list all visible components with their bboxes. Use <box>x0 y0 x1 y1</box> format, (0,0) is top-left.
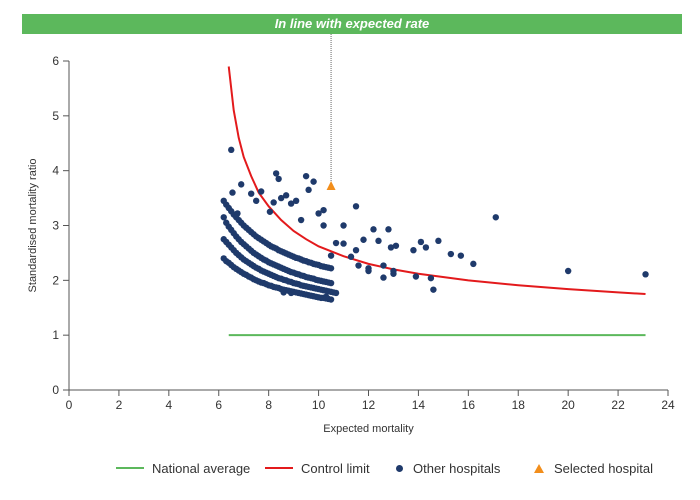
other-hospital-point[interactable] <box>275 175 282 183</box>
other-hospital-point[interactable] <box>327 265 335 272</box>
selected-layer <box>326 181 336 191</box>
other-hospital-point[interactable] <box>315 210 322 217</box>
y-tick-label: 4 <box>52 164 59 178</box>
other-hospital-point[interactable] <box>385 226 392 233</box>
other-hospital-point[interactable] <box>332 289 340 297</box>
legend-label-control-limit: Control limit <box>301 460 370 476</box>
other-hospital-point[interactable] <box>340 240 347 247</box>
other-hospital-point[interactable] <box>410 246 417 254</box>
other-hospital-point[interactable] <box>332 239 340 247</box>
other-hospital-point[interactable] <box>305 186 312 194</box>
legend-item-other-hospitals[interactable]: Other hospitals <box>396 458 500 478</box>
x-tick-label: 12 <box>362 398 376 412</box>
other-hospital-point[interactable] <box>266 208 274 215</box>
other-hospital-point[interactable] <box>642 271 649 278</box>
legend-item-selected-hospital[interactable]: Selected hospital <box>534 458 653 478</box>
selected-hospital-swatch <box>534 463 544 473</box>
other-hospital-point[interactable] <box>352 246 360 254</box>
other-hospital-point[interactable] <box>352 203 360 210</box>
national-average-swatch <box>116 467 144 469</box>
other-hospital-point[interactable] <box>365 265 372 272</box>
other-hospital-point[interactable] <box>302 172 310 180</box>
y-tick-label: 5 <box>52 109 59 123</box>
other-hospital-point[interactable] <box>360 236 367 243</box>
other-hospital-point[interactable] <box>417 238 425 246</box>
x-tick-label: 8 <box>265 398 272 412</box>
other-hospital-point[interactable] <box>327 252 335 259</box>
other-hospital-point[interactable] <box>277 194 285 202</box>
selected-hospital-point[interactable] <box>326 181 336 191</box>
other-hospital-point[interactable] <box>327 296 335 303</box>
other-hospital-point[interactable] <box>247 190 255 197</box>
other-hospital-point[interactable] <box>457 252 465 259</box>
other-hospital-point[interactable] <box>392 242 400 249</box>
other-hospital-point[interactable] <box>370 226 377 233</box>
other-hospital-point[interactable] <box>412 273 420 280</box>
other-hospital-point[interactable] <box>375 237 382 245</box>
legend-label-selected-hospital: Selected hospital <box>554 460 654 476</box>
x-tick-label: 2 <box>116 398 123 412</box>
x-tick-label: 10 <box>312 398 326 412</box>
x-tick-label: 6 <box>215 398 222 412</box>
other-hospital-point[interactable] <box>292 197 300 205</box>
other-hospital-point[interactable] <box>310 178 317 185</box>
y-tick-label: 2 <box>52 273 59 287</box>
other-hospital-point[interactable] <box>447 250 455 258</box>
x-tick-label: 18 <box>512 398 526 412</box>
legend-label-national-average: National average <box>152 460 251 476</box>
other-hospital-point[interactable] <box>422 244 430 251</box>
y-tick-label: 6 <box>52 54 59 68</box>
y-tick-label: 3 <box>52 219 59 233</box>
other-hospital-point[interactable] <box>220 214 227 221</box>
control-limit-swatch <box>265 467 293 469</box>
x-tick-label: 16 <box>462 398 476 412</box>
chart-legend: National average Control limit Other hos… <box>0 458 700 478</box>
x-axis-title: Expected mortality <box>323 423 414 435</box>
other-hospital-point[interactable] <box>270 199 277 206</box>
x-tick-label: 20 <box>561 398 575 412</box>
x-tick-label: 14 <box>412 398 426 412</box>
other-hospital-point[interactable] <box>470 260 477 268</box>
legend-label-other-hospitals: Other hospitals <box>413 460 501 476</box>
other-hospital-point[interactable] <box>238 181 245 188</box>
y-tick-label: 0 <box>52 383 59 397</box>
other-hospitals-swatch <box>396 464 403 472</box>
x-tick-label: 22 <box>611 398 625 412</box>
legend-item-control-limit[interactable]: Control limit <box>265 458 370 478</box>
x-tick-label: 0 <box>66 398 73 412</box>
other-hospital-point[interactable] <box>427 274 435 282</box>
other-hospital-point[interactable] <box>287 200 295 207</box>
status-banner: In line with expected rate <box>22 14 682 34</box>
x-tick-label: 4 <box>165 398 172 412</box>
other-hospital-point[interactable] <box>430 286 437 293</box>
other-hospital-point[interactable] <box>327 279 335 287</box>
other-hospital-point[interactable] <box>257 188 265 195</box>
y-tick-label: 1 <box>52 328 59 342</box>
other-hospital-point[interactable] <box>435 237 442 245</box>
other-hospital-point[interactable] <box>252 197 260 205</box>
other-hospital-point[interactable] <box>380 274 387 281</box>
other-hospital-point[interactable] <box>390 267 397 275</box>
control-limit-line <box>227 66 646 296</box>
y-axis-title: Standardised mortality ratio <box>27 159 39 293</box>
x-tick-label: 24 <box>661 398 675 412</box>
series-layer <box>220 66 649 337</box>
other-hospital-point[interactable] <box>320 206 327 214</box>
other-hospital-point[interactable] <box>229 189 236 196</box>
other-hospital-point[interactable] <box>347 253 355 260</box>
other-hospital-point[interactable] <box>355 262 362 269</box>
other-hospital-point[interactable] <box>564 267 572 275</box>
other-hospital-point[interactable] <box>297 216 305 224</box>
other-hospital-point[interactable] <box>228 146 235 154</box>
other-hospital-point[interactable] <box>272 170 280 177</box>
other-hospital-point[interactable] <box>340 222 347 229</box>
other-hospital-point[interactable] <box>387 244 395 251</box>
other-hospital-point[interactable] <box>320 222 327 229</box>
legend-item-national-average[interactable]: National average <box>116 458 250 478</box>
other-hospital-point[interactable] <box>282 192 290 199</box>
other-hospital-point[interactable] <box>380 262 387 269</box>
other-hospital-point[interactable] <box>492 214 499 221</box>
